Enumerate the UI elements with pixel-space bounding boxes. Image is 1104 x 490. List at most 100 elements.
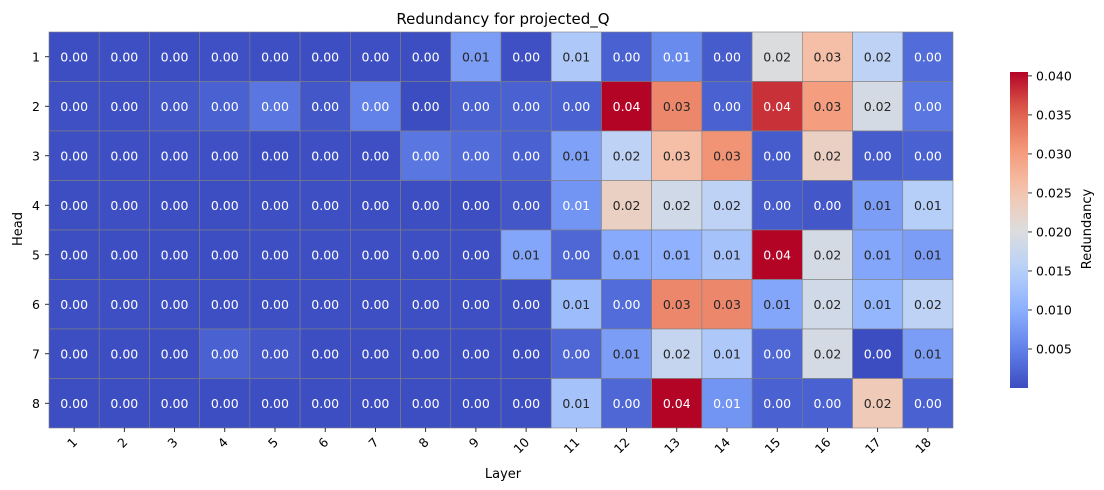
heatmap-cell xyxy=(751,130,803,181)
cell-value-label: 0.02 xyxy=(663,198,691,213)
cell-value-label: 0.00 xyxy=(261,346,289,361)
cell-value-label: 0.00 xyxy=(362,148,390,163)
heatmap-cell xyxy=(601,328,652,379)
cell-value-label: 0.00 xyxy=(110,148,138,163)
cell-value-label: 0.03 xyxy=(814,99,842,114)
cell-value-label: 0.00 xyxy=(161,297,189,312)
heatmap-cell xyxy=(802,31,853,82)
cell-value-label: 0.00 xyxy=(412,247,440,262)
cell-value-label: 0.02 xyxy=(864,49,892,64)
heatmap-cell xyxy=(199,279,251,330)
cell-value-label: 0.02 xyxy=(814,247,842,262)
heatmap-cell xyxy=(299,130,351,181)
heatmap-cell xyxy=(450,378,502,429)
cell-value-label: 0.00 xyxy=(60,396,88,411)
y-tick-label: 5 xyxy=(32,247,40,262)
cell-value-label: 0.00 xyxy=(161,99,189,114)
heatmap-cell xyxy=(500,130,552,181)
cell-value-label: 0.00 xyxy=(60,99,88,114)
heatmap-cell xyxy=(601,130,652,181)
heatmap-cell xyxy=(149,328,200,379)
heatmap-cell xyxy=(751,328,803,379)
cell-value-label: 0.00 xyxy=(562,99,590,114)
cell-value-label: 0.01 xyxy=(713,247,741,262)
cell-value-label: 0.00 xyxy=(362,198,390,213)
x-tick-label: 8 xyxy=(416,434,432,450)
heatmap-cell xyxy=(249,81,301,132)
heatmap-cell xyxy=(902,130,954,181)
heatmap-cell xyxy=(450,81,502,132)
cell-value-label: 0.00 xyxy=(311,297,339,312)
cell-value-label: 0.01 xyxy=(613,346,641,361)
cell-value-label: 0.00 xyxy=(462,297,490,312)
x-tick-label: 14 xyxy=(711,434,733,456)
heatmap-cell xyxy=(751,229,803,280)
y-tick-label: 2 xyxy=(32,99,40,114)
cell-value-label: 0.00 xyxy=(261,396,289,411)
heatmap-cell xyxy=(350,130,401,181)
cell-value-label: 0.00 xyxy=(763,198,791,213)
heatmap-cell xyxy=(902,31,954,82)
cell-value-label: 0.00 xyxy=(161,346,189,361)
cell-value-label: 0.00 xyxy=(261,247,289,262)
heatmap-cell xyxy=(902,81,954,132)
cell-value-label: 0.00 xyxy=(110,49,138,64)
colorbar-tick-label: 0.015 xyxy=(1036,263,1072,278)
heatmap-cell xyxy=(98,279,150,330)
cell-value-label: 0.01 xyxy=(914,198,942,213)
heatmap-cell xyxy=(48,130,100,181)
cell-value-label: 0.00 xyxy=(613,49,641,64)
cell-value-label: 0.01 xyxy=(864,198,892,213)
cell-value-label: 0.01 xyxy=(562,148,590,163)
chart-title: Redundancy for projected_Q xyxy=(396,10,609,29)
heatmap-cell xyxy=(48,31,100,82)
heatmap-cell xyxy=(751,279,803,330)
heatmap-cell xyxy=(902,328,954,379)
x-tick-label: 6 xyxy=(315,434,331,450)
x-tick-label: 12 xyxy=(611,435,633,457)
cell-value-label: 0.00 xyxy=(763,396,791,411)
heatmap-cell xyxy=(400,378,452,429)
x-tick-label: 18 xyxy=(912,434,934,456)
heatmap-cell xyxy=(149,180,200,231)
heatmap-cell xyxy=(852,378,904,429)
heatmap-cell xyxy=(350,328,401,379)
heatmap-cell xyxy=(500,31,552,82)
cell-value-label: 0.01 xyxy=(763,297,791,312)
cell-value-label: 0.00 xyxy=(110,99,138,114)
heatmap-cell xyxy=(249,31,301,82)
heatmap-cell xyxy=(550,229,602,280)
cell-value-label: 0.04 xyxy=(613,99,641,114)
cell-value-label: 0.00 xyxy=(512,99,540,114)
heatmap-cell xyxy=(500,81,552,132)
cell-value-label: 0.01 xyxy=(562,198,590,213)
x-tick-label: 2 xyxy=(114,435,130,451)
colorbar-tick-label: 0.010 xyxy=(1036,302,1072,317)
cell-value-label: 0.00 xyxy=(362,247,390,262)
heatmap-cell xyxy=(701,229,753,280)
heatmap-cell xyxy=(149,31,200,82)
cell-value-label: 0.02 xyxy=(613,198,641,213)
colorbar-label: Redundancy xyxy=(1080,188,1095,269)
cell-value-label: 0.00 xyxy=(613,396,641,411)
heatmap-cell xyxy=(601,31,652,82)
cell-value-label: 0.02 xyxy=(663,346,691,361)
cell-value-label: 0.00 xyxy=(864,148,892,163)
y-tick-label: 3 xyxy=(32,148,40,163)
cell-value-label: 0.00 xyxy=(211,297,239,312)
heatmap-cell xyxy=(651,279,703,330)
heatmap-cell xyxy=(199,378,251,429)
x-tick-label: 7 xyxy=(365,435,381,451)
cell-value-label: 0.00 xyxy=(261,198,289,213)
cell-value-label: 0.04 xyxy=(763,99,791,114)
heatmap-cell xyxy=(651,31,703,82)
cell-value-labels: 0.00 0.00 0.00 0.00 0.00 0.00 0.00 0.00 0.01 0.00… xyxy=(60,49,942,411)
y-tick-label: 6 xyxy=(32,297,40,312)
heatmap-cell xyxy=(98,180,150,231)
cell-value-label: 0.00 xyxy=(914,99,942,114)
cell-value-label: 0.03 xyxy=(663,148,691,163)
cell-value-label: 0.00 xyxy=(110,396,138,411)
cell-value-label: 0.00 xyxy=(311,148,339,163)
cell-value-label: 0.00 xyxy=(412,346,440,361)
x-axis-ticks: 1 2 3 4 5 6 7 8 9 10 11 12 13 14 15 16 17 18 xyxy=(64,428,934,456)
